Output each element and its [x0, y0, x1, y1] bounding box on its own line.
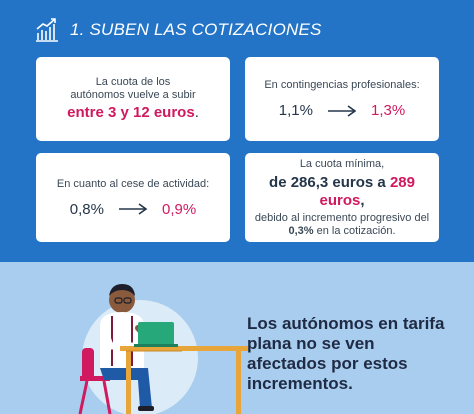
minimum-pct: 0,3% [288, 224, 314, 237]
minimum-to: 289 euros [319, 173, 415, 209]
cessation-from: 0,8% [69, 200, 104, 218]
arrow-right-icon [119, 203, 148, 215]
cessation-label: En cuanto al cese de actividad: [56, 177, 210, 190]
top-panel: 1. SUBEN LAS COTIZACIONES La cuota de lo… [34, 18, 439, 242]
arrow-right-icon [328, 104, 357, 117]
minimum-line-3: debido al incremento progresivo del [254, 211, 430, 224]
growth-chart-icon [36, 18, 58, 42]
minimum-line-1: La cuota mínima, [299, 157, 385, 170]
professional-label: En contingencias profesionales: [264, 79, 420, 91]
quota-line-1: La cuota de los [95, 76, 171, 88]
minimum-line-4: 0,3% en la cotización. [288, 225, 395, 238]
section-header: 1. SUBEN LAS COTIZACIONES [34, 18, 322, 42]
section-title: 1. SUBEN LAS COTIZACIONES [70, 20, 322, 39]
cessation-to: 0,9% [162, 200, 197, 218]
card-activity-cessation: En cuanto al cese de actividad: 0,8% 0,9… [36, 153, 230, 242]
minimum-amount-line: de 286,3 euros a 289 euros, [245, 174, 439, 210]
quota-period: . [194, 104, 199, 121]
flat-rate-claim: Los autónomos en tarifa plana no se ven … [247, 314, 445, 393]
card-quota-increase: La cuota de los autónomos vuelve a subir… [36, 57, 230, 141]
man-at-laptop-illustration [78, 284, 248, 414]
professional-from: 1,1% [278, 102, 313, 119]
minimum-line-4-suffix: en la cotización. [313, 224, 396, 237]
minimum-from: de 286,3 euros a [269, 173, 390, 191]
quota-range: entre 3 y 12 euros [67, 104, 195, 121]
minimum-to-suffix: , [360, 191, 365, 209]
professional-to: 1,3% [371, 102, 406, 119]
quota-range-line: entre 3 y 12 euros. [67, 104, 199, 122]
cessation-change: 0,8% 0,9% [70, 201, 196, 218]
card-professional-contingencies: En contingencias profesionales: 1,1% 1,3… [245, 57, 439, 141]
card-minimum-quota: La cuota mínima, de 286,3 euros a 289 eu… [245, 153, 439, 242]
professional-change: 1,1% 1,3% [279, 102, 405, 119]
quota-line-2: autónomos vuelve a subir [70, 89, 196, 101]
